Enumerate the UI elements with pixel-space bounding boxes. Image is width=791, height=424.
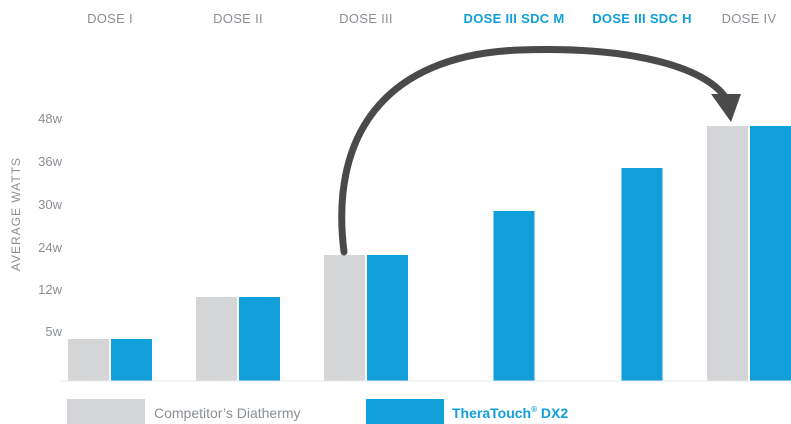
curved-arrow-annotation	[338, 46, 741, 256]
y-tick-label: 24w	[38, 240, 62, 255]
bar-competitor	[196, 297, 237, 381]
bar-competitor	[707, 126, 748, 381]
bar-theratouch	[493, 211, 535, 381]
category-label: DOSE III SDC M	[464, 11, 565, 26]
y-tick-label: 30w	[38, 197, 62, 212]
category-label: DOSE I	[87, 11, 133, 26]
legend-swatch-competitor	[67, 399, 145, 424]
legend-label-competitor: Competitor’s Diathermy	[154, 405, 301, 421]
y-axis-ticks: 5w 12w 24w 30w 36w 48w	[38, 111, 62, 339]
y-tick-label: 12w	[38, 282, 62, 297]
bars	[68, 126, 791, 381]
arrow-head	[711, 94, 741, 122]
y-axis-title: AVERAGE WATTS	[9, 157, 23, 271]
bar-theratouch	[367, 255, 408, 381]
bar-theratouch	[621, 168, 663, 381]
category-label: DOSE IV	[722, 11, 777, 26]
category-labels: DOSE I DOSE II DOSE III DOSE III SDC M DOSE …	[87, 11, 776, 26]
legend-theratouch-name: TheraTouch	[452, 405, 531, 421]
category-label: DOSE III	[339, 11, 393, 26]
bar-theratouch	[111, 339, 152, 381]
legend-swatch-theratouch	[366, 399, 444, 424]
bar-competitor	[324, 255, 365, 381]
legend-theratouch-reg: ®	[531, 405, 537, 414]
y-tick-label: 36w	[38, 154, 62, 169]
bar-theratouch	[239, 297, 280, 381]
curved-arrow-line	[338, 46, 731, 256]
category-label: DOSE III SDC H	[592, 11, 692, 26]
category-label: DOSE II	[213, 11, 263, 26]
bar-competitor	[68, 339, 109, 381]
y-tick-label: 5w	[45, 324, 62, 339]
legend-label-theratouch: TheraTouch® DX2	[452, 405, 568, 421]
y-tick-label: 48w	[38, 111, 62, 126]
bar-theratouch	[750, 126, 791, 381]
legend-theratouch-model: DX2	[537, 405, 568, 421]
